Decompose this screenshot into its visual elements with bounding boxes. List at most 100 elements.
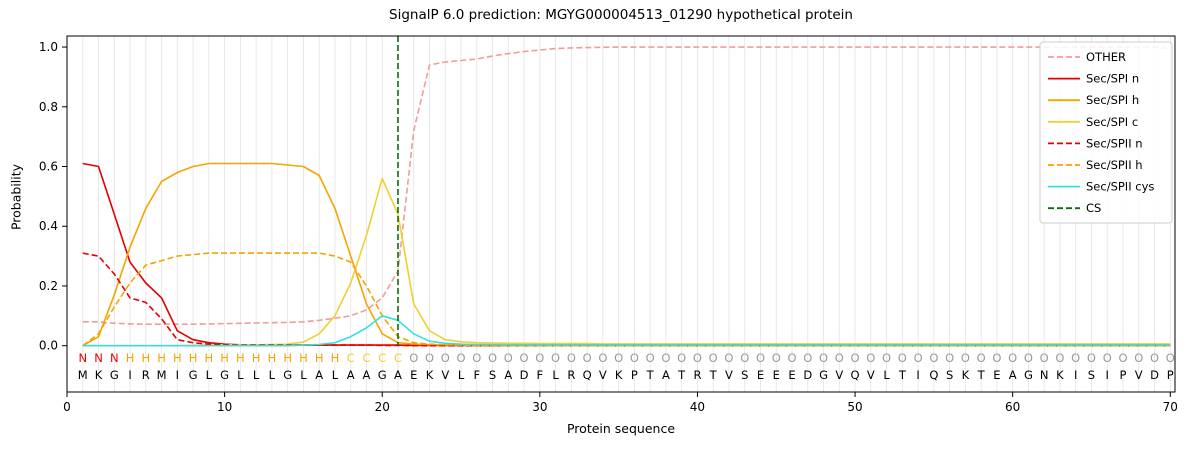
series-line-sec-spi-n bbox=[82, 162, 1171, 347]
sequence-letter: Q bbox=[583, 368, 592, 382]
sequence-letter: G bbox=[819, 368, 828, 382]
region-label: H bbox=[252, 351, 261, 365]
sequence-letter: V bbox=[867, 368, 875, 382]
region-label: O bbox=[1008, 351, 1017, 365]
region-label: H bbox=[189, 351, 198, 365]
legend-label: Sec/SPII n bbox=[1086, 136, 1143, 150]
sequence-letter: V bbox=[599, 368, 607, 382]
series-line-sec-spi-c bbox=[82, 177, 1171, 347]
sequence-letter: M bbox=[78, 368, 88, 382]
region-label: H bbox=[299, 351, 308, 365]
region-label: N bbox=[110, 351, 119, 365]
sequence-letter: Q bbox=[851, 368, 860, 382]
region-label: N bbox=[94, 351, 103, 365]
region-label: O bbox=[914, 351, 923, 365]
chart-title: SignalP 6.0 prediction: MGYG000004513_01… bbox=[389, 7, 853, 23]
region-label: O bbox=[740, 351, 749, 365]
series-line-sec-spii-h bbox=[82, 252, 1171, 347]
region-label: O bbox=[1024, 351, 1033, 365]
region-label: H bbox=[236, 351, 245, 365]
sequence-letter: I bbox=[1074, 368, 1077, 382]
sequence-letter: V bbox=[441, 368, 449, 382]
sequence-letter: F bbox=[537, 368, 544, 382]
region-label: O bbox=[472, 351, 481, 365]
legend-box bbox=[1039, 41, 1173, 224]
region-label: O bbox=[709, 351, 718, 365]
sequence-letter: V bbox=[1135, 368, 1143, 382]
sequence-letter: T bbox=[709, 368, 718, 382]
region-label: O bbox=[630, 351, 639, 365]
legend-label: Sec/SPI c bbox=[1086, 115, 1138, 129]
region-label: H bbox=[126, 351, 135, 365]
region-label: O bbox=[646, 351, 655, 365]
series-lines bbox=[82, 46, 1171, 347]
x-axis-ticks: 0 10 20 30 40 50 60 70 bbox=[63, 392, 1178, 414]
sequence-letter: L bbox=[269, 368, 276, 382]
region-label: H bbox=[331, 351, 340, 365]
series-line-sec-spi-h bbox=[82, 162, 1171, 347]
series-line-other bbox=[82, 46, 1171, 326]
region-label: O bbox=[882, 351, 891, 365]
legend-label: Sec/SPII h bbox=[1086, 158, 1143, 172]
sequence-letter: G bbox=[1024, 368, 1033, 382]
region-label: O bbox=[819, 351, 828, 365]
sequence-letter: G bbox=[378, 368, 387, 382]
region-label: O bbox=[866, 351, 875, 365]
sequence-letter: A bbox=[347, 368, 355, 382]
x-axis-label: Protein sequence bbox=[566, 421, 676, 436]
sequence-letter: M bbox=[157, 368, 167, 382]
region-label: O bbox=[1150, 351, 1159, 365]
sequence-letter: R bbox=[693, 368, 701, 382]
sequence-letter: G bbox=[110, 368, 119, 382]
y-axis-ticks: 0.0 0.2 0.4 0.6 0.8 1.0 bbox=[39, 40, 67, 353]
legend-label: CS bbox=[1086, 201, 1101, 215]
sequence-letter: E bbox=[773, 368, 780, 382]
sequence-letter: A bbox=[662, 368, 670, 382]
region-label: O bbox=[456, 351, 465, 365]
region-label: H bbox=[141, 351, 150, 365]
legend-label: Sec/SPII cys bbox=[1086, 180, 1154, 194]
region-label: H bbox=[173, 351, 182, 365]
y-tick-label: 1.0 bbox=[39, 40, 58, 54]
region-label: O bbox=[1118, 351, 1127, 365]
sequence-letter: S bbox=[741, 368, 748, 382]
sequence-letter: L bbox=[552, 368, 559, 382]
sequence-letter: A bbox=[1009, 368, 1017, 382]
sequence-letter: G bbox=[283, 368, 292, 382]
sequence-letter: L bbox=[253, 368, 260, 382]
region-label: O bbox=[1166, 351, 1175, 365]
legend-label: Sec/SPI n bbox=[1086, 72, 1139, 86]
sequence-letter: A bbox=[363, 368, 371, 382]
region-label: O bbox=[693, 351, 702, 365]
x-tick-label: 50 bbox=[847, 400, 862, 414]
region-label: H bbox=[283, 351, 292, 365]
sequence-letter: E bbox=[993, 368, 1000, 382]
sequence-letter: S bbox=[1088, 368, 1095, 382]
region-label: H bbox=[205, 351, 214, 365]
region-label: O bbox=[441, 351, 450, 365]
region-label: O bbox=[898, 351, 907, 365]
y-tick-label: 0.2 bbox=[39, 279, 58, 293]
region-label: H bbox=[268, 351, 277, 365]
x-tick-label: 70 bbox=[1163, 400, 1178, 414]
region-label: O bbox=[1103, 351, 1112, 365]
sequence-letter: I bbox=[176, 368, 179, 382]
sequence-letter: V bbox=[835, 368, 843, 382]
sequence-letter: S bbox=[489, 368, 496, 382]
sequence-letter: K bbox=[426, 368, 434, 382]
sequence-letter: L bbox=[300, 368, 307, 382]
sequence-letter: L bbox=[883, 368, 890, 382]
region-label: O bbox=[598, 351, 607, 365]
region-label: O bbox=[1040, 351, 1049, 365]
sequence-letter: R bbox=[567, 368, 575, 382]
sequence-letter: L bbox=[458, 368, 465, 382]
sequence-letter: G bbox=[220, 368, 229, 382]
sequence-letter: I bbox=[1106, 368, 1109, 382]
region-label: O bbox=[488, 351, 497, 365]
sequence-letter: T bbox=[646, 368, 655, 382]
region-label: O bbox=[661, 351, 670, 365]
region-label: O bbox=[1087, 351, 1096, 365]
x-tick-label: 40 bbox=[690, 400, 705, 414]
